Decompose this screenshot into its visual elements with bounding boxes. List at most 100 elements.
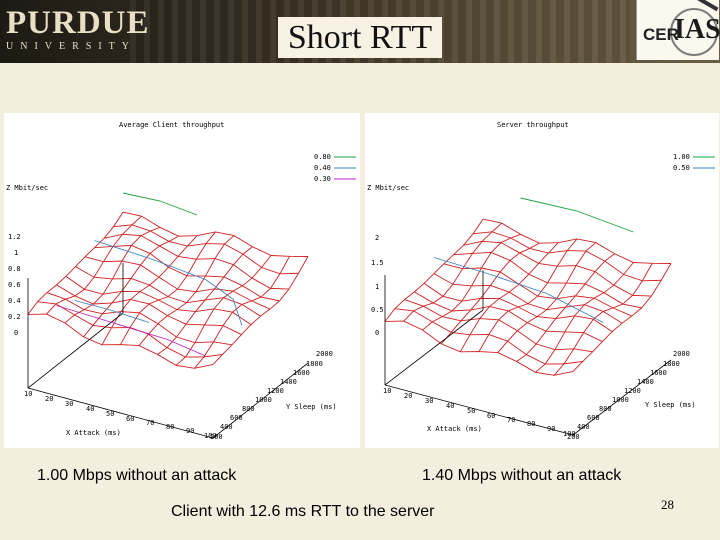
y-tick-label: 1600 xyxy=(650,369,667,377)
z-tick-label: 1.2 xyxy=(8,233,21,241)
contour-line xyxy=(433,257,604,323)
legend-label: 0.40 xyxy=(314,164,331,172)
surface-grid-line xyxy=(194,256,290,369)
y-tick-label: 800 xyxy=(599,405,612,413)
caption-right: 1.40 Mbps without an attack xyxy=(422,467,622,484)
y-axis-label: Y Sleep (ms) xyxy=(286,403,337,411)
logo-text-cer: CER xyxy=(643,25,679,44)
x-axis-label: X Attack (ms) xyxy=(66,429,121,437)
x-tick-label: 40 xyxy=(86,405,94,413)
surface-grid-line xyxy=(27,313,214,369)
x-tick-label: 10 xyxy=(24,390,32,398)
slide-header: PURDUE UNIVERSITY Short RTT CER IAS xyxy=(0,0,720,63)
logo-ring-icon xyxy=(670,8,718,56)
surface-grid-line xyxy=(83,235,179,338)
surface-grid-line xyxy=(463,240,652,297)
x-tick-label: 70 xyxy=(507,416,515,424)
z-tick-label: 0.4 xyxy=(8,297,21,305)
x-tick-label: 60 xyxy=(487,412,495,420)
surface-grid-line xyxy=(157,246,253,355)
contour-line xyxy=(122,192,198,216)
z-tick-label: 1.5 xyxy=(371,259,384,267)
surface-grid-line xyxy=(535,262,634,373)
z-tick-label: 0 xyxy=(375,329,379,337)
x-tick-label: 70 xyxy=(146,419,154,427)
cerias-logo: CER IAS xyxy=(636,0,720,60)
x-tick-label: 40 xyxy=(446,402,454,410)
legend-label: 0.80 xyxy=(314,153,331,161)
surface-grid-line xyxy=(497,242,597,353)
z-tick-label: 2 xyxy=(375,234,379,242)
surface-grid-line xyxy=(175,255,272,366)
surface-grid-line xyxy=(453,251,642,309)
surface-grid-line xyxy=(120,231,216,345)
surface-grid-line xyxy=(64,226,161,324)
y-tick-label: 1600 xyxy=(293,369,310,377)
z-tick-label: 0.2 xyxy=(8,313,21,321)
surface-grid-line xyxy=(572,263,672,372)
base-edge-line xyxy=(384,309,484,386)
purdue-logo: PURDUE UNIVERSITY xyxy=(6,5,150,58)
x-tick-label: 20 xyxy=(45,395,53,403)
surface-grid-line xyxy=(403,222,503,322)
x-tick-label: 50 xyxy=(467,407,475,415)
x-tick-label: 10 xyxy=(383,387,391,395)
z-tick-label: 0.8 xyxy=(8,265,21,273)
surface-grid-line xyxy=(84,256,271,310)
z-axis-label: Z Mbit/sec xyxy=(6,184,48,192)
legend-label: 0.50 xyxy=(673,164,690,172)
x-tick-label: 90 xyxy=(547,425,555,433)
y-tick-label: 400 xyxy=(577,423,590,431)
y-tick-label: 1200 xyxy=(267,387,284,395)
plot-title: Server throughput xyxy=(497,121,569,129)
y-tick-label: 600 xyxy=(230,414,243,422)
z-tick-label: 0 xyxy=(14,329,18,337)
y-axis-label: Y Sleep (ms) xyxy=(645,401,696,409)
y-tick-label: 200 xyxy=(210,433,223,441)
x-tick-label: 100 xyxy=(563,430,576,438)
logo-wordmark: PURDUE xyxy=(6,5,150,41)
slide-title: Short RTT xyxy=(277,17,443,58)
surface-grid-line xyxy=(103,233,290,290)
z-tick-label: 1 xyxy=(375,283,379,291)
caption-left: 1.00 Mbps without an attack xyxy=(37,467,237,484)
x-tick-label: 20 xyxy=(404,392,412,400)
surface-grid-line xyxy=(27,211,124,315)
page-number: 28 xyxy=(661,497,674,512)
y-tick-label: 400 xyxy=(220,423,233,431)
surface-grid-line xyxy=(138,235,235,346)
legend-label: 1.00 xyxy=(673,153,690,161)
x-axis-line xyxy=(384,384,574,436)
y-tick-label: 1800 xyxy=(663,360,680,368)
client-throughput-plot: Average Client throughput Z Mbit/sec Y S… xyxy=(4,113,360,448)
logo-text-ias: IAS xyxy=(674,14,720,45)
y-tick-label: 1000 xyxy=(612,396,629,404)
plot-surface: Server throughput Z Mbit/sec Y Sleep (ms… xyxy=(367,121,715,441)
y-tick-label: 1800 xyxy=(306,360,323,368)
logo-subtext: UNIVERSITY xyxy=(6,41,136,52)
y-tick-label: 1400 xyxy=(280,378,297,386)
y-tick-label: 600 xyxy=(587,414,600,422)
y-axis-line xyxy=(212,362,309,439)
surface-grid-line xyxy=(516,253,615,362)
z-tick-label: 0.5 xyxy=(371,306,384,314)
x-tick-label: 90 xyxy=(186,427,194,435)
y-tick-label: 2000 xyxy=(316,350,333,358)
surface-grid-line xyxy=(122,211,309,257)
caption-bottom: Client with 12.6 ms RTT to the server xyxy=(171,503,435,520)
slide-title-wrap: Short RTT xyxy=(0,17,720,58)
surface-grid-line xyxy=(384,320,574,376)
x-tick-label: 30 xyxy=(425,397,433,405)
z-axis-label: Z Mbit/sec xyxy=(367,184,409,192)
surface-grid-line xyxy=(482,218,672,264)
x-tick-label: 60 xyxy=(126,415,134,423)
plot-title: Average Client throughput xyxy=(119,121,224,129)
y-tick-label: 1400 xyxy=(637,378,654,386)
y-tick-label: 2000 xyxy=(673,350,690,358)
surface-grid-line xyxy=(212,256,309,365)
legend-label: 0.30 xyxy=(314,175,331,183)
surface-grid-line xyxy=(441,242,540,345)
z-tick-label: 0.6 xyxy=(8,281,21,289)
y-tick-label: 1000 xyxy=(255,396,272,404)
surface-grid-line xyxy=(46,215,142,315)
